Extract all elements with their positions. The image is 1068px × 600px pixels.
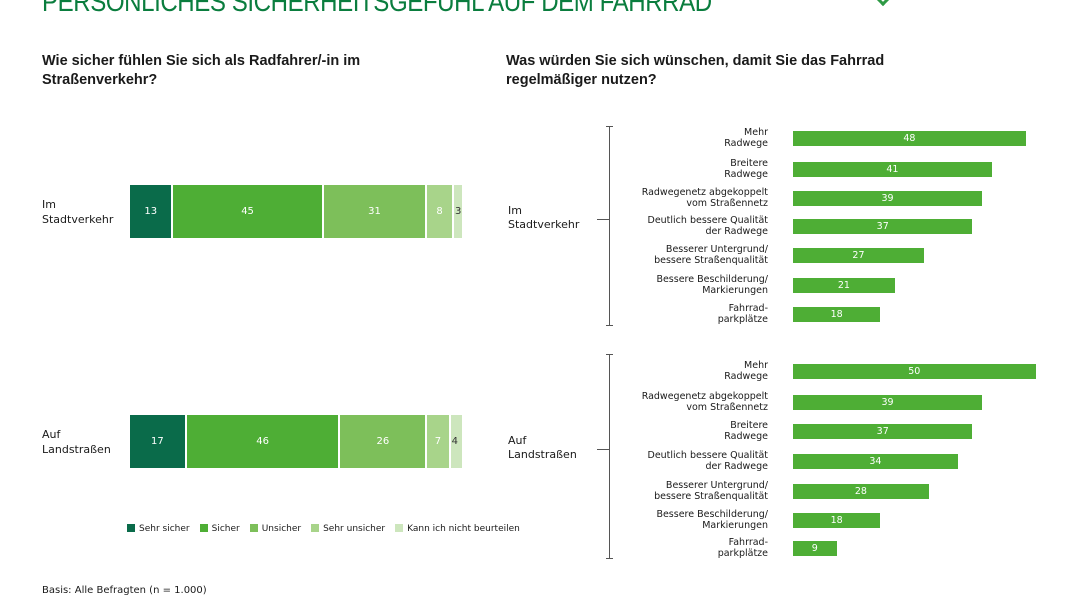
bar: 39 <box>793 395 983 410</box>
row-label: Auf Landstraßen <box>42 428 111 456</box>
legend-label: Unsicher <box>261 524 302 534</box>
bar-segment: 45 <box>173 185 322 238</box>
legend-swatch <box>199 524 208 532</box>
bar-segment: 26 <box>340 415 426 468</box>
bar: 39 <box>793 191 983 206</box>
left-chart-title: Wie sicher fühlen Sie sich als Radfahrer… <box>42 53 361 88</box>
legend-item: Sicher <box>199 524 240 534</box>
group-label: Auf Landstraßen <box>508 434 577 461</box>
logo-icon <box>875 0 891 7</box>
legend-label: Sehr sicher <box>139 524 190 534</box>
bar: 48 <box>793 131 1026 146</box>
legend-label: Kann ich nicht beurteilen <box>407 524 520 534</box>
bar-segment: 31 <box>323 185 426 238</box>
bar-label: Radwegenetz abgekoppelt vom Straßennetz <box>641 391 768 413</box>
bar: 18 <box>793 513 881 528</box>
legend-label: Sicher <box>211 524 240 534</box>
bar-segment: 46 <box>186 415 339 468</box>
bar: 27 <box>793 248 924 263</box>
bar: 41 <box>793 162 992 177</box>
bar-segment: 4 <box>450 415 462 468</box>
bar: 34 <box>793 454 958 469</box>
legend-swatch <box>249 524 258 532</box>
bar: 9 <box>793 541 837 556</box>
bar: 37 <box>793 219 973 234</box>
legend-item: Sehr unsicher <box>311 524 385 534</box>
bar-label: Fahrrad- parkplätze <box>717 303 768 325</box>
legend-item: Unsicher <box>249 524 302 534</box>
group-axis <box>606 354 613 559</box>
legend-item: Kann ich nicht beurteilen <box>395 524 520 534</box>
bar-label: Breitere Radwege <box>724 420 768 442</box>
bar: 21 <box>793 278 895 293</box>
group-tick <box>597 219 609 220</box>
bar-segment: 17 <box>130 415 185 468</box>
legend-swatch <box>311 524 320 532</box>
bar-label: Bessere Beschilderung/ Markierungen <box>656 509 768 531</box>
bar: 50 <box>793 364 1036 379</box>
legend-swatch <box>127 524 135 532</box>
group-tick <box>597 449 609 450</box>
bar-label: Bessere Beschilderung/ Markierungen <box>656 274 768 296</box>
bar-label: Breitere Radwege <box>724 158 768 180</box>
legend-swatch <box>395 524 404 532</box>
bar-segment: 13 <box>130 185 172 238</box>
bar-label: Mehr Radwege <box>724 127 768 149</box>
legend-item: Sehr sicher <box>127 524 190 534</box>
footnote: Basis: Alle Befragten (n = 1.000) <box>42 585 207 596</box>
bar-label: Besserer Untergrund/ bessere Straßenqual… <box>654 480 768 502</box>
bar-label: Besserer Untergrund/ bessere Straßenqual… <box>654 244 768 266</box>
bar-label: Radwegenetz abgekoppelt vom Straßennetz <box>641 187 768 209</box>
bar-segment: 7 <box>427 415 449 468</box>
legend: Sehr sicher Sicher Unsicher Sehr unsicher Ka… <box>127 524 520 534</box>
bar: 18 <box>793 307 881 322</box>
group-axis <box>606 126 613 326</box>
bar-segment: 3 <box>453 185 462 238</box>
bar: 37 <box>793 424 973 439</box>
bar-label: Mehr Radwege <box>724 360 768 382</box>
group-label: Im Stadtverkehr <box>508 204 580 231</box>
bar-label: Fahrrad- parkplätze <box>717 537 768 559</box>
page-title: PERSÖNLICHES SICHERHEITSGEFÜHL AUF DEM F… <box>42 0 712 17</box>
legend-label: Sehr unsicher <box>323 524 386 534</box>
bar-label: Deutlich bessere Qualität der Radwege <box>647 450 769 472</box>
bar-label: Deutlich bessere Qualität der Radwege <box>647 215 769 237</box>
bar: 28 <box>793 484 929 499</box>
row-label: Im Stadtverkehr <box>42 198 114 226</box>
bar-segment: 8 <box>427 185 452 238</box>
right-chart-title: Was würden Sie sich wünschen, damit Sie … <box>506 53 885 88</box>
